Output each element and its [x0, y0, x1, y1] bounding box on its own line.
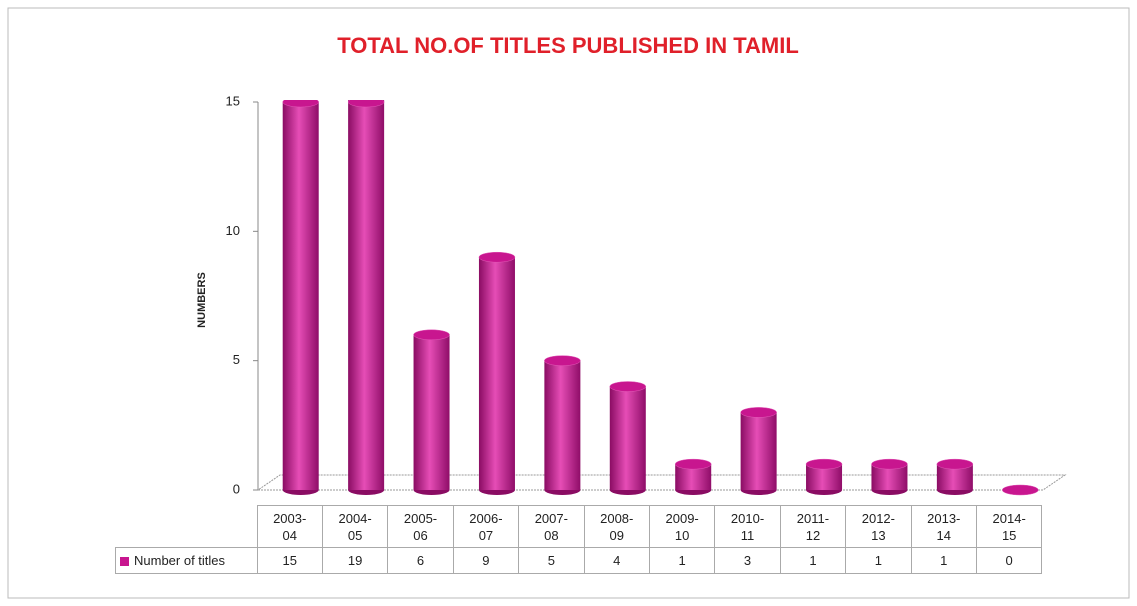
- value-cell: 3: [714, 547, 781, 574]
- legend-label: Number of titles: [134, 553, 226, 568]
- x-tick-label: 2010-11: [730, 510, 765, 543]
- x-tick-label: 2011-12: [796, 510, 830, 543]
- category-cell: 2008-09: [583, 505, 650, 548]
- x-tick-label: 2013-14: [927, 510, 961, 543]
- y-tick-label: 5: [233, 352, 240, 367]
- category-cell: 2009-10: [648, 505, 716, 548]
- x-tick-label: 2006-07: [469, 510, 503, 543]
- x-tick-label: 2014-15: [992, 510, 1026, 543]
- corner-cell: [115, 505, 258, 548]
- legend-swatch: [120, 557, 129, 567]
- category-cell: 2011-12: [779, 505, 847, 548]
- value-cell: 5: [518, 547, 585, 574]
- value-cell: 1: [845, 547, 912, 574]
- bar-cap: [936, 458, 974, 470]
- y-axis-label: NUMBERS: [196, 272, 208, 328]
- bar-cap: [478, 251, 516, 263]
- category-cell: 2004-05: [321, 505, 389, 548]
- chart-title: TOTAL NO.OF TITLES PUBLISHED IN TAMIL: [337, 33, 799, 58]
- value-cell: 9: [452, 547, 520, 574]
- bar-cap: [282, 100, 319, 108]
- bar-cap: [871, 458, 908, 470]
- bars: [282, 100, 1039, 496]
- bar-cap: [740, 407, 777, 418]
- bar: [282, 102, 319, 490]
- category-cell: 2005-06: [387, 505, 454, 548]
- y-tick-label: 0: [233, 481, 240, 496]
- bar-cap: [413, 329, 450, 341]
- legend-cell: Number of titles: [115, 547, 258, 574]
- category-cell: 2013-14: [910, 505, 977, 548]
- bar-cap: [805, 458, 843, 470]
- category-cell: 2007-08: [518, 505, 585, 548]
- value-cell: 6: [387, 547, 454, 574]
- chart-border: [7, 7, 1130, 599]
- category-cell: 2006-07: [452, 505, 520, 548]
- value-cell: 19: [321, 547, 389, 574]
- floor: [256, 474, 1067, 491]
- bar-cap: [544, 355, 581, 366]
- value-cell: 1: [779, 547, 847, 574]
- bar: [348, 100, 385, 491]
- x-tick-label: 2009-10: [665, 510, 699, 543]
- value-cell: 4: [583, 547, 650, 574]
- x-tick-label: 2003-04: [273, 510, 307, 543]
- x-tick-label: 2008-09: [600, 510, 634, 543]
- y-tick-label: 10: [226, 223, 240, 238]
- bar-cap: [347, 100, 385, 108]
- category-cell: 2010-11: [714, 505, 781, 548]
- category-cell: 2012-13: [845, 505, 912, 548]
- x-tick-label: 2005-06: [403, 510, 438, 543]
- y-tick-label: 15: [226, 93, 240, 108]
- value-cell: 15: [256, 547, 323, 574]
- bar-cap: [1002, 484, 1039, 496]
- bar: [413, 334, 450, 490]
- bar: [544, 360, 581, 490]
- category-cell: 2014-15: [975, 505, 1043, 548]
- value-cell: 1: [648, 547, 716, 574]
- value-cell: 1: [910, 547, 977, 574]
- value-cell: 0: [975, 547, 1043, 574]
- bar-cap: [609, 381, 647, 392]
- x-tick-label: 2007-08: [534, 510, 568, 543]
- bar: [740, 412, 777, 490]
- bar: [609, 386, 646, 490]
- x-tick-label: 2004-05: [338, 510, 372, 543]
- data-table: 2003-04 2004-05 2005-06 2006-07 2007-08 2008-…: [115, 505, 1043, 574]
- x-tick-label: 2012-13: [861, 510, 895, 543]
- bar: [478, 257, 515, 490]
- bar-cap: [674, 458, 712, 470]
- category-cell: 2003-04: [256, 505, 323, 548]
